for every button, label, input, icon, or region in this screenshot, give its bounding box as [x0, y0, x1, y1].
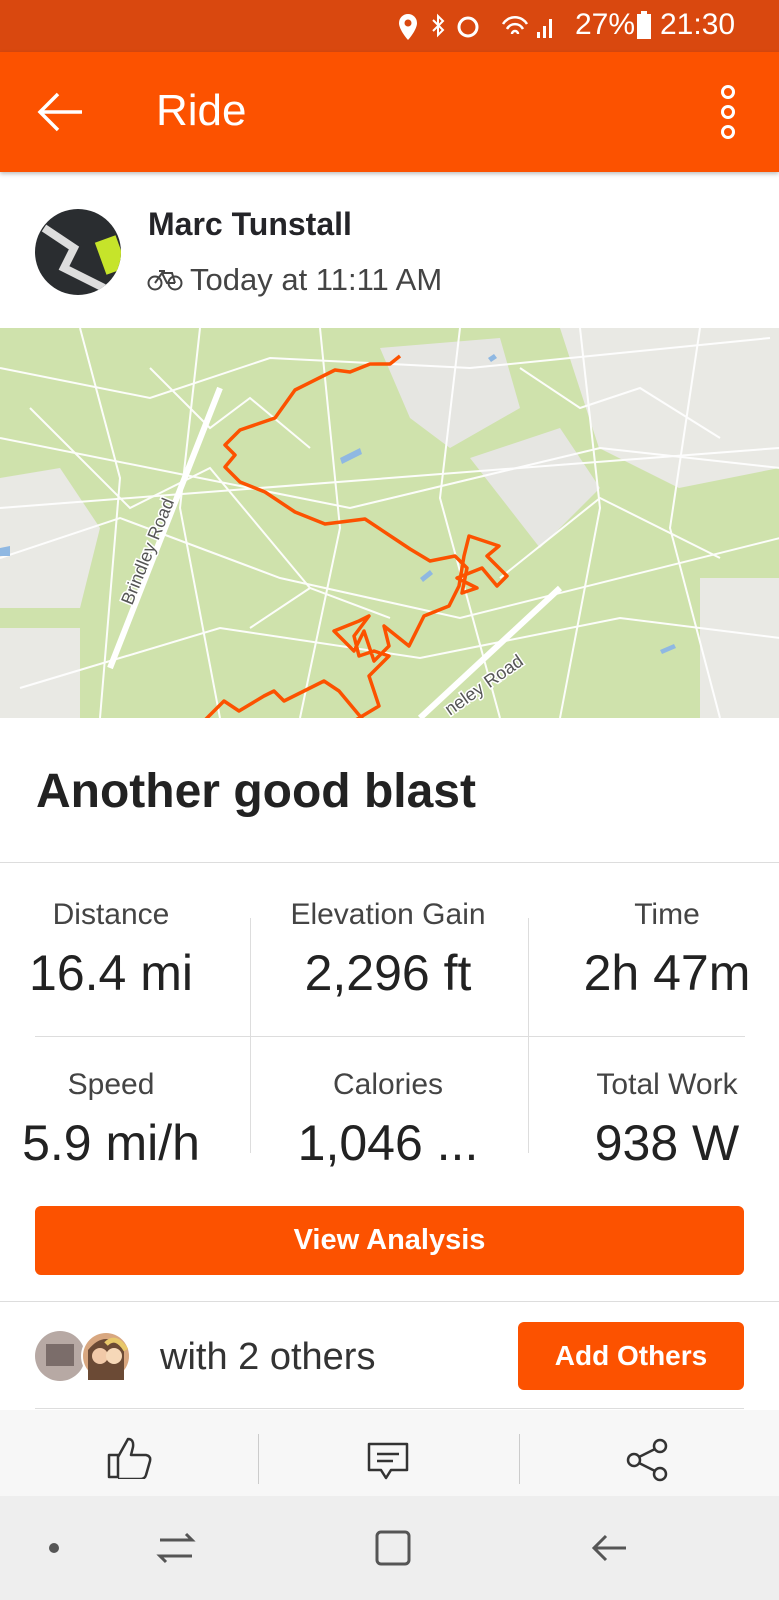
stat-divider [35, 1036, 745, 1037]
back-button[interactable] [36, 90, 86, 134]
overflow-menu[interactable] [718, 84, 738, 140]
stat-label: Distance [52, 898, 170, 931]
activity-title: Another good blast [36, 765, 476, 818]
status-bar: 27% 21:30 [0, 0, 779, 52]
divider [35, 1408, 744, 1409]
add-others-button[interactable]: Add Others [518, 1322, 744, 1390]
route-map[interactable]: Brindley Road neley Road [0, 328, 779, 718]
group-avatars[interactable] [34, 1330, 134, 1382]
stat-value: 2h 47m [583, 945, 751, 1001]
athlete-avatar[interactable] [34, 208, 122, 296]
ride-icon [147, 270, 183, 291]
navigation-bar [0, 1496, 779, 1600]
screen-title: Ride [156, 86, 247, 135]
stat-value: 1,046 ... [297, 1115, 479, 1171]
stat-value: 2,296 ft [304, 945, 472, 1001]
activity-date: Today at 11:11 AM [190, 262, 443, 297]
action-divider [519, 1434, 520, 1484]
battery-icon [637, 11, 651, 39]
battery-percent: 27% [575, 8, 636, 41]
view-analysis-button[interactable]: View Analysis [35, 1206, 744, 1275]
athlete-name[interactable]: Marc Tunstall [148, 206, 352, 242]
stat-value: 938 W [594, 1115, 740, 1171]
divider [0, 862, 779, 863]
action-bar [0, 1410, 779, 1496]
group-text: with 2 others [160, 1336, 376, 1378]
status-icons [399, 13, 552, 40]
stat-label: Calories [332, 1068, 444, 1101]
divider [0, 1301, 779, 1302]
nav-buttons [49, 1530, 626, 1566]
kudos-button[interactable] [106, 1435, 152, 1479]
action-divider [258, 1434, 259, 1484]
clock: 21:30 [660, 8, 736, 41]
stat-divider [250, 918, 251, 1153]
app-bar: Ride [0, 52, 779, 172]
stat-divider [528, 918, 529, 1153]
stat-label: Speed [67, 1068, 155, 1101]
comment-button[interactable] [367, 1442, 409, 1482]
share-button[interactable] [626, 1438, 670, 1482]
stat-value: 16.4 mi [29, 945, 193, 1001]
stat-label: Time [634, 898, 700, 931]
stat-label: Elevation Gain [290, 898, 486, 931]
stat-label: Total Work [596, 1068, 738, 1101]
stat-value: 5.9 mi/h [22, 1115, 200, 1171]
